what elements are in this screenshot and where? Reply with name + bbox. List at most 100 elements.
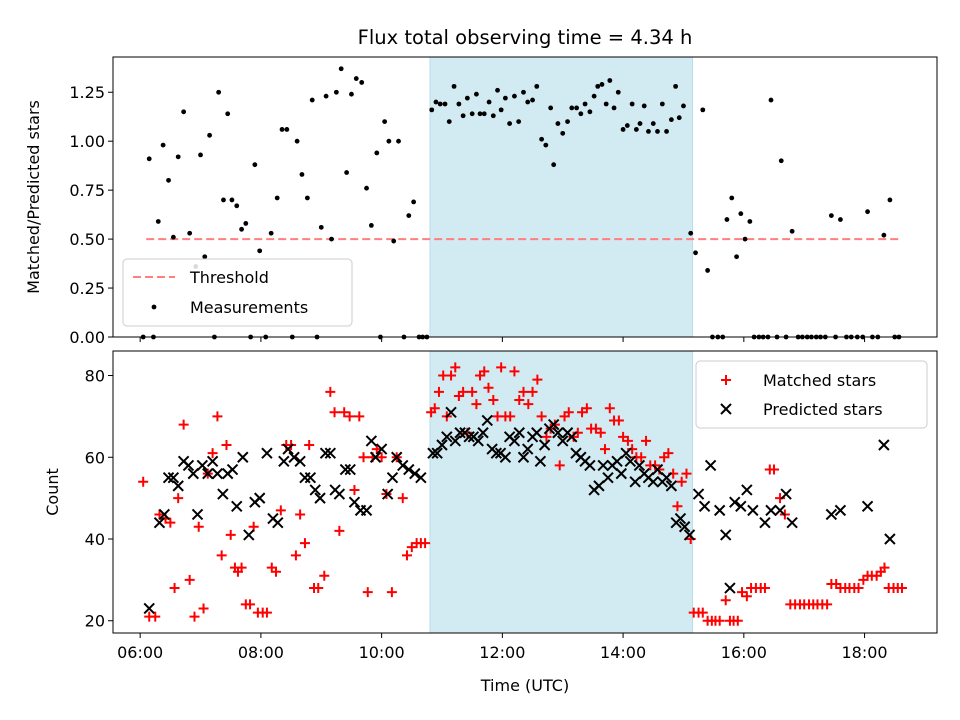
data-point bbox=[615, 467, 627, 480]
series-matched-stars bbox=[138, 362, 907, 626]
data-point bbox=[698, 500, 711, 513]
data-point bbox=[153, 516, 166, 529]
count-panel: 20 40 60 80 06:00 08:00 10:00 12:00 14:00 16:00 18… bbox=[43, 350, 938, 695]
data-point bbox=[333, 89, 339, 95]
y-axis-label: Matched/Predicted stars bbox=[24, 100, 43, 294]
data-point bbox=[365, 435, 378, 447]
data-point bbox=[861, 500, 874, 513]
data-point bbox=[167, 471, 180, 484]
data-point bbox=[681, 103, 686, 109]
data-point bbox=[261, 447, 273, 459]
data-point bbox=[646, 129, 651, 134]
data-point bbox=[175, 154, 181, 160]
data-point bbox=[160, 142, 166, 148]
x-tick-label: 08:00 bbox=[238, 643, 284, 662]
data-point bbox=[490, 113, 496, 119]
data-point bbox=[333, 488, 346, 500]
data-point bbox=[319, 570, 330, 581]
data-point bbox=[729, 496, 741, 508]
data-point bbox=[822, 599, 833, 610]
data-point bbox=[362, 587, 373, 598]
data-point bbox=[449, 435, 461, 447]
data-point bbox=[348, 496, 361, 508]
data-point bbox=[659, 101, 665, 107]
data-point bbox=[359, 80, 365, 85]
data-point bbox=[382, 119, 388, 125]
data-point bbox=[467, 386, 478, 397]
data-point bbox=[299, 538, 310, 549]
legend-box bbox=[695, 360, 928, 429]
data-point bbox=[189, 611, 200, 622]
data-point bbox=[747, 219, 753, 224]
data-point bbox=[508, 435, 521, 447]
data-point bbox=[429, 107, 435, 113]
data-point bbox=[245, 599, 256, 610]
data-point bbox=[217, 488, 229, 500]
data-point bbox=[538, 439, 551, 451]
data-point bbox=[636, 452, 647, 463]
data-point bbox=[721, 375, 731, 385]
data-point bbox=[774, 504, 786, 517]
data-point bbox=[274, 195, 280, 201]
data-point bbox=[469, 111, 475, 117]
data-point bbox=[622, 435, 633, 446]
data-point bbox=[477, 427, 489, 439]
data-point bbox=[789, 228, 795, 234]
data-point bbox=[386, 138, 392, 144]
data-point bbox=[828, 213, 834, 219]
data-point bbox=[441, 431, 453, 443]
data-point bbox=[427, 447, 439, 459]
data-point bbox=[257, 248, 263, 254]
data-point bbox=[381, 488, 394, 500]
data-point bbox=[486, 99, 492, 105]
data-point bbox=[304, 195, 310, 201]
data-point bbox=[496, 362, 507, 373]
data-point bbox=[344, 170, 350, 175]
data-point bbox=[513, 427, 525, 439]
data-point bbox=[369, 451, 382, 463]
data-point bbox=[651, 463, 664, 476]
data-point bbox=[525, 99, 531, 105]
data-point bbox=[582, 101, 588, 107]
data-point bbox=[431, 447, 443, 459]
data-point bbox=[597, 459, 609, 472]
data-point bbox=[578, 111, 584, 117]
data-point bbox=[339, 463, 352, 476]
data-point bbox=[304, 440, 315, 450]
data-point bbox=[488, 395, 499, 406]
data-point bbox=[724, 217, 730, 222]
data-point bbox=[683, 529, 696, 541]
data-point bbox=[415, 471, 427, 484]
data-point bbox=[629, 476, 641, 488]
data-point bbox=[226, 463, 239, 476]
data-point bbox=[182, 459, 195, 472]
data-point bbox=[729, 195, 735, 201]
data-point bbox=[502, 95, 508, 101]
data-point bbox=[531, 427, 543, 439]
data-point bbox=[768, 97, 774, 103]
data-point bbox=[825, 508, 838, 521]
data-point bbox=[349, 484, 360, 495]
data-point bbox=[552, 427, 564, 439]
data-point bbox=[641, 435, 652, 446]
data-point bbox=[138, 476, 149, 487]
data-point bbox=[358, 452, 369, 463]
data-point bbox=[187, 230, 193, 236]
data-point bbox=[181, 109, 187, 115]
data-point bbox=[354, 411, 365, 422]
data-point bbox=[878, 439, 890, 451]
data-point bbox=[436, 439, 448, 451]
data-point bbox=[705, 268, 711, 273]
data-point bbox=[624, 455, 637, 468]
data-point bbox=[433, 386, 444, 397]
observing-window bbox=[429, 56, 694, 338]
x-axis-label: Time (UTC) bbox=[480, 676, 569, 695]
x-tick-label: 12:00 bbox=[479, 643, 525, 662]
data-point bbox=[664, 129, 669, 134]
legend-threshold-label: Threshold bbox=[189, 268, 269, 287]
data-point bbox=[769, 464, 780, 475]
data-point bbox=[518, 386, 529, 397]
data-point bbox=[704, 459, 717, 472]
data-point bbox=[765, 504, 777, 517]
